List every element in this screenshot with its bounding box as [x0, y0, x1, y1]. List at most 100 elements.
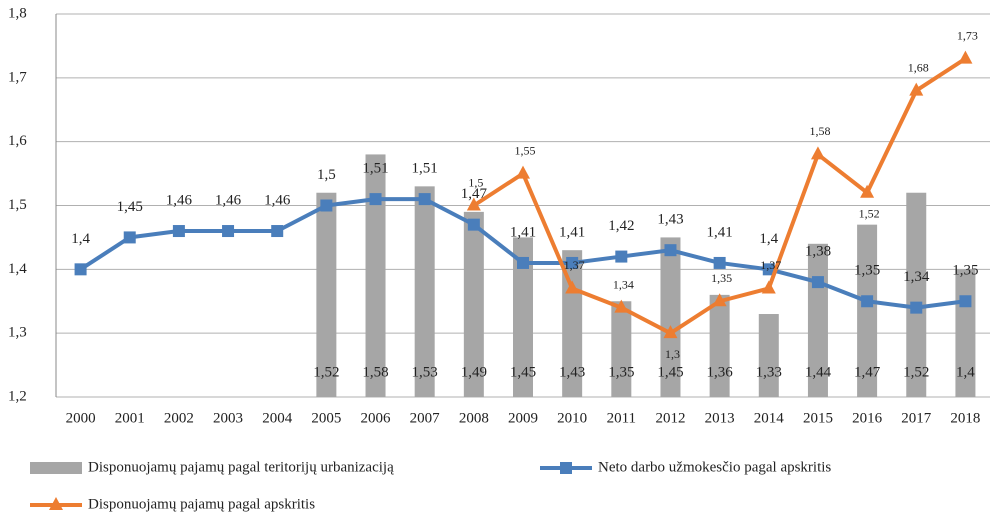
- x-tick-label: 2005: [311, 410, 341, 426]
- point-value-label: 1,52: [859, 206, 880, 220]
- marker: [172, 225, 185, 238]
- y-tick-label: 1,7: [8, 69, 27, 85]
- marker: [712, 293, 727, 307]
- point-value-label: 1,55: [515, 143, 536, 157]
- x-tick-label: 2017: [901, 410, 932, 426]
- point-value-label: 1,41: [559, 224, 585, 240]
- point-value-label: 1,4: [71, 231, 90, 247]
- x-tick-label: 2007: [410, 410, 441, 426]
- point-value-label: 1,51: [412, 161, 438, 177]
- x-tick-label: 2006: [361, 410, 392, 426]
- x-tick-label: 2002: [164, 410, 194, 426]
- marker: [811, 276, 824, 289]
- marker: [566, 256, 579, 269]
- point-value-label: 1,41: [707, 224, 733, 240]
- bar-value-label: 1,47: [854, 364, 881, 380]
- x-tick-label: 2009: [508, 410, 538, 426]
- point-value-label: 1,5: [317, 167, 336, 183]
- bar-value-label: 1,35: [608, 364, 634, 380]
- point-value-label: 1,73: [957, 28, 978, 42]
- point-value-label: 1,46: [264, 192, 291, 208]
- line: [472, 57, 967, 336]
- x-tick-label: 2013: [705, 410, 735, 426]
- marker: [615, 250, 628, 263]
- bar-value-label: 1,33: [756, 364, 782, 380]
- bar-value-label: 1,45: [657, 364, 683, 380]
- marker: [271, 225, 284, 238]
- bar: [562, 250, 583, 397]
- marker: [762, 263, 775, 276]
- x-tick-label: 2012: [655, 410, 685, 426]
- point-value-label: 1,46: [166, 192, 193, 208]
- marker: [663, 325, 678, 339]
- bar: [660, 237, 681, 397]
- x-tick-label: 2008: [459, 410, 489, 426]
- x-tick-label: 2001: [115, 410, 145, 426]
- point-value-label: 1,35: [711, 271, 732, 285]
- bar: [906, 192, 927, 397]
- marker: [466, 197, 481, 211]
- bar: [857, 224, 878, 397]
- bar-value-label: 1,36: [707, 364, 734, 380]
- bar-value-label: 1,44: [805, 364, 832, 380]
- point-value-label: 1,37: [760, 258, 781, 272]
- marker: [369, 193, 382, 206]
- marker: [418, 193, 431, 206]
- marker: [910, 301, 923, 314]
- point-value-label: 1,3: [665, 347, 680, 361]
- marker: [517, 256, 529, 269]
- marker: [810, 146, 825, 160]
- bar: [758, 314, 779, 397]
- marker: [320, 199, 333, 212]
- marker: [516, 165, 530, 179]
- legend-label: Neto darbo užmokesčio pagal apskritis: [598, 459, 831, 475]
- y-tick-label: 1,4: [8, 261, 27, 277]
- y-tick-label: 1,5: [8, 197, 27, 213]
- marker: [713, 256, 726, 269]
- y-tick-label: 1,2: [8, 388, 27, 404]
- x-tick-label: 2014: [754, 410, 785, 426]
- point-value-label: 1,5: [468, 175, 483, 189]
- point-value-label: 1,68: [908, 60, 929, 74]
- x-tick-label: 2018: [950, 410, 980, 426]
- bar: [513, 237, 533, 397]
- point-value-label: 1,4: [759, 231, 778, 247]
- marker: [959, 295, 972, 308]
- bar-value-label: 1,53: [412, 364, 438, 380]
- point-value-label: 1,37: [564, 258, 585, 272]
- bar: [463, 211, 484, 397]
- marker: [761, 280, 776, 294]
- legend-swatch: [30, 462, 82, 474]
- bar: [365, 154, 386, 397]
- marker: [909, 82, 924, 96]
- x-tick-label: 2011: [607, 410, 636, 426]
- y-tick-label: 1,3: [8, 325, 27, 341]
- point-value-label: 1,58: [809, 124, 830, 138]
- bar-value-label: 1,52: [313, 364, 339, 380]
- marker: [123, 231, 136, 244]
- point-value-label: 1,46: [215, 192, 242, 208]
- marker: [860, 184, 875, 198]
- point-value-label: 1,41: [510, 224, 536, 240]
- marker: [565, 280, 580, 294]
- point-value-label: 1,35: [854, 263, 880, 279]
- marker: [614, 299, 629, 313]
- y-tick-label: 1,6: [8, 133, 27, 149]
- y-tick-label: 1,8: [8, 5, 27, 21]
- bar: [316, 192, 337, 397]
- legend-label: Disponuojamų pajamų pagal teritorijų urb…: [88, 459, 394, 475]
- bar-value-label: 1,58: [362, 364, 388, 380]
- marker: [958, 50, 973, 64]
- bar-value-label: 1,43: [559, 364, 585, 380]
- point-value-label: 1,43: [657, 212, 683, 228]
- point-value-label: 1,42: [608, 218, 634, 234]
- bar: [414, 186, 435, 397]
- point-value-label: 1,47: [461, 186, 488, 202]
- marker: [467, 218, 480, 231]
- legend-marker: [560, 462, 572, 474]
- legend-label: Disponuojamų pajamų pagal apskritis: [88, 496, 315, 512]
- point-value-label: 1,34: [613, 277, 634, 291]
- bar-value-label: 1,52: [903, 364, 929, 380]
- x-tick-label: 2010: [557, 410, 587, 426]
